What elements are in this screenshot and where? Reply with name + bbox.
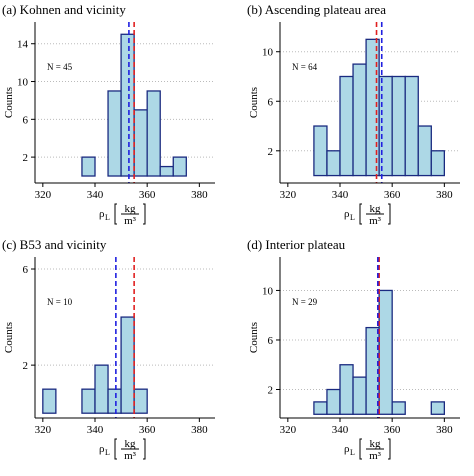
bar [417,125,432,177]
bar [313,401,328,415]
x-label-unit-den: m³ [369,450,382,462]
bar [94,364,109,414]
bar [107,388,122,414]
bracket [359,438,391,460]
x-label-unit-den: m³ [124,450,137,462]
x-tick-label: 340 [332,424,349,436]
x-label-unit-num: kg [125,203,137,215]
x-label-symbol: ρ [99,208,105,220]
bar [107,90,122,177]
panel: (b) Ascending plateau area 2 6 10 320 340 360 3… [247,2,460,227]
bar [391,75,406,177]
x-label-symbol: ρ [99,443,105,455]
x-label-symbol: ρ [344,443,350,455]
y-tick-label: 10 [262,285,274,297]
x-label-unit-den: m³ [124,215,137,227]
bar [404,75,419,177]
x-tick-label: 380 [191,424,208,436]
bar [326,388,341,415]
annotation: N = 45 [47,62,73,72]
y-tick-label: 6 [268,96,274,108]
panel: (d) Interior plateau 2 6 10 320 340 360 380 N = … [247,237,460,462]
x-tick-label: 380 [436,424,453,436]
bar [313,125,328,177]
x-label-subscript: L [350,448,355,457]
y-tick-label: 6 [23,114,29,126]
x-tick-label: 360 [384,189,401,201]
panel-title: (d) Interior plateau [247,237,346,252]
bar [352,376,367,415]
panel-title: (b) Ascending plateau area [247,2,386,17]
y-axis-label: Counts [3,322,15,353]
bar [352,63,367,177]
bar [81,388,96,414]
bar [339,75,354,177]
y-axis-label: Counts [248,322,260,353]
x-tick-label: 320 [280,424,297,436]
bracket [114,438,146,460]
panel: (c) B53 and vicinity 2 6 320 340 360 380 N = 10… [2,237,215,462]
bar [391,401,406,415]
bar [172,156,187,177]
bar [120,316,135,414]
x-label-unit-num: kg [370,203,382,215]
bar [326,150,341,177]
bar [430,401,445,415]
x-tick-label: 320 [35,424,52,436]
x-tick-label: 360 [384,424,401,436]
bar [42,388,57,414]
bar [378,289,393,415]
annotation: N = 10 [47,297,73,307]
x-label-unit-num: kg [370,438,382,450]
x-label-subscript: L [350,213,355,222]
x-tick-label: 340 [87,189,104,201]
y-tick-label: 2 [268,146,274,158]
x-tick-label: 340 [332,189,349,201]
bar [120,33,135,177]
x-tick-label: 340 [87,424,104,436]
panel-title: (a) Kohnen and vicinity [2,2,126,17]
annotation: N = 29 [292,297,318,307]
x-tick-label: 380 [191,189,208,201]
x-tick-label: 320 [35,189,52,201]
bar [365,38,380,177]
bar [81,156,96,177]
y-tick-label: 6 [268,335,274,347]
bar [339,364,354,415]
y-tick-label: 6 [23,264,29,276]
annotation: N = 64 [292,62,318,72]
bar [146,90,161,177]
x-label-symbol: ρ [344,208,350,220]
y-axis-label: Counts [3,87,15,118]
bar [133,388,148,414]
bar [430,150,445,177]
panel-title: (c) B53 and vicinity [2,237,107,252]
x-label-subscript: L [105,448,110,457]
x-label-subscript: L [105,213,110,222]
x-label-unit-den: m³ [369,215,382,227]
x-tick-label: 380 [436,189,453,201]
bracket [359,203,391,225]
bar [159,165,174,177]
y-tick-label: 14 [17,39,29,51]
x-tick-label: 360 [139,424,156,436]
x-tick-label: 360 [139,189,156,201]
y-tick-label: 10 [262,47,274,59]
bracket [114,203,146,225]
y-tick-label: 2 [268,385,274,397]
panel: (a) Kohnen and vicinity 2 6 10 14 320 340 360 38… [2,2,215,227]
x-label-unit-num: kg [125,438,137,450]
y-tick-label: 2 [23,360,29,372]
y-tick-label: 10 [17,77,29,89]
x-tick-label: 320 [280,189,297,201]
bar [133,109,148,177]
y-tick-label: 2 [23,152,29,164]
y-axis-label: Counts [248,87,260,118]
